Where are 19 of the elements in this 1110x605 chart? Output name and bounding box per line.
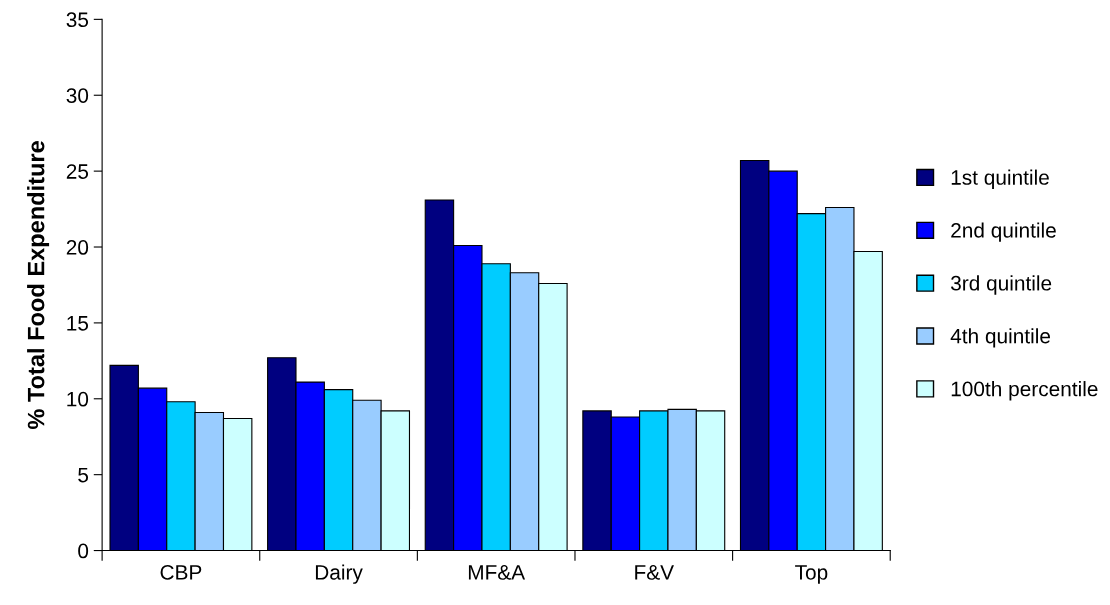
y-tick-label: 20 [66,240,89,255]
x-tick-label: CBP [160,564,202,580]
y-tick-label: 0 [78,543,89,559]
y-tick-label: 30 [66,88,89,103]
y-tick-label: 10 [67,391,89,407]
legend-label: 100th percentile [951,381,1098,401]
x-tick-label: Top [795,565,828,584]
y-tick-label: 5 [78,467,89,483]
legend-label: 1st quintile [951,169,1049,189]
x-tick-label: MF&A [468,565,526,580]
x-tick-label: Dairy [315,564,363,584]
legend-label: 2nd quintile [951,222,1056,242]
legend-label: 3rd quintile [950,275,1052,295]
y-tick-label: 15 [67,316,89,331]
legend-label: 4th quintile [950,328,1051,348]
x-tick-label: F&V [635,565,674,580]
y-tick-label: 35 [66,12,89,28]
y-axis-title: % Total Food Expenditure [27,141,50,430]
y-tick-label: 25 [66,164,89,179]
